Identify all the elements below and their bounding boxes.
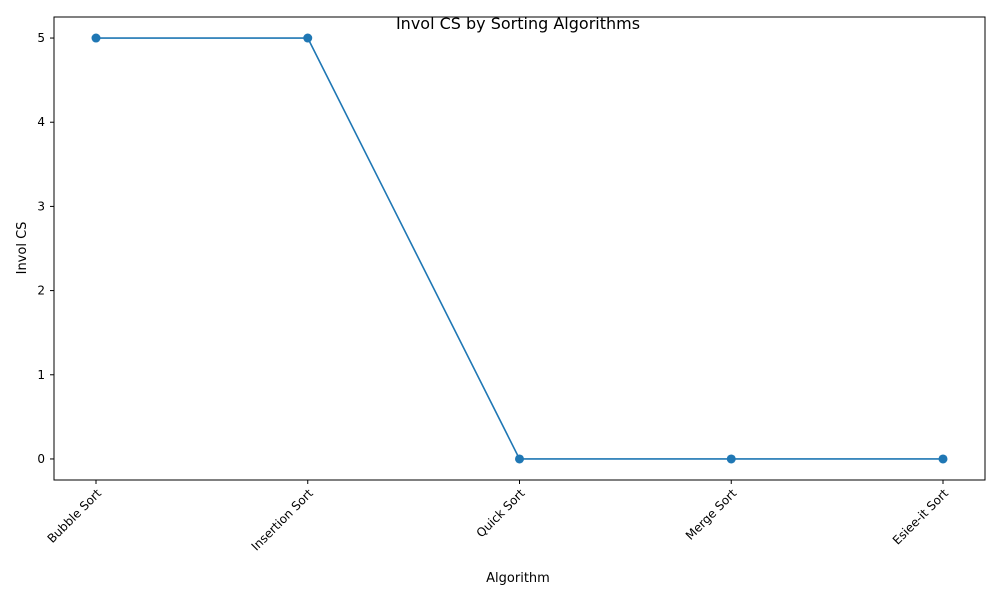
x-tick-label: Quick Sort bbox=[474, 486, 528, 540]
x-tick-label: Bubble Sort bbox=[45, 486, 105, 546]
x-tick-label: Merge Sort bbox=[683, 486, 740, 543]
chart-title: Invol CS by Sorting Algorithms bbox=[396, 14, 640, 33]
y-tick-label: 2 bbox=[37, 284, 45, 298]
x-tick-label: Esiee-it Sort bbox=[890, 486, 952, 548]
data-point bbox=[938, 454, 948, 464]
x-axis-label: Algorithm bbox=[486, 571, 550, 586]
x-tick-label: Insertion Sort bbox=[249, 486, 316, 553]
y-tick-label: 3 bbox=[37, 199, 45, 213]
data-point bbox=[303, 33, 313, 43]
y-tick-label: 4 bbox=[37, 115, 45, 129]
series-layer bbox=[91, 33, 948, 464]
series-line bbox=[96, 37, 943, 460]
y-axis-label: Invol CS bbox=[15, 222, 30, 275]
x-axis: Bubble Sort Insertion Sort Quick Sort Merge… bbox=[45, 480, 952, 553]
data-point bbox=[726, 454, 736, 464]
data-point bbox=[515, 454, 524, 464]
y-tick-label: 0 bbox=[37, 452, 45, 466]
data-point bbox=[91, 33, 101, 43]
y-axis: 0 1 2 3 4 5 bbox=[37, 31, 54, 466]
plot-area-frame bbox=[53, 16, 986, 481]
y-tick-label: 5 bbox=[37, 31, 45, 45]
y-tick-label: 1 bbox=[37, 368, 45, 382]
